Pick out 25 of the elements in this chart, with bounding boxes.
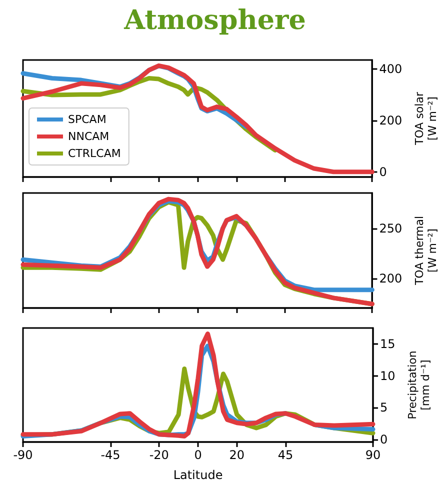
y-tick-label: 10: [380, 368, 396, 383]
y-tick-label: 15: [380, 336, 396, 351]
y-tick-label: 200: [379, 113, 402, 128]
y-tick-label: 0: [380, 432, 388, 446]
y-tick-label: 250: [379, 221, 402, 236]
x-tick-label: 90: [365, 448, 381, 462]
x-tick-label: 20: [229, 448, 245, 462]
chart-title: Atmosphere: [123, 5, 306, 36]
y-tick-label: 0: [379, 164, 387, 179]
y-axis-title: TOA solar [W m⁻²]: [413, 92, 439, 146]
x-axis-title: Latitude: [173, 468, 223, 482]
y-tick-label: 5: [380, 400, 388, 415]
y-axis-title: TOA thermal [W m⁻²]: [413, 216, 439, 286]
legend-label: SPCAM: [68, 113, 106, 126]
x-tick-label: -20: [149, 448, 169, 462]
x-tick-label: -90: [13, 448, 33, 462]
x-tick-label: 0: [194, 448, 202, 462]
legend-label: NNCAM: [68, 130, 110, 143]
y-tick-label: 200: [379, 272, 402, 286]
line-series: [20, 63, 374, 174]
x-tick-label: 45: [278, 448, 294, 462]
y-tick-label: 400: [379, 62, 402, 76]
legend-label: CTRLCAM: [68, 147, 121, 160]
x-tick-label: -45: [100, 448, 120, 462]
y-axis-title: Precipitation [mm d⁻¹]: [406, 350, 432, 420]
